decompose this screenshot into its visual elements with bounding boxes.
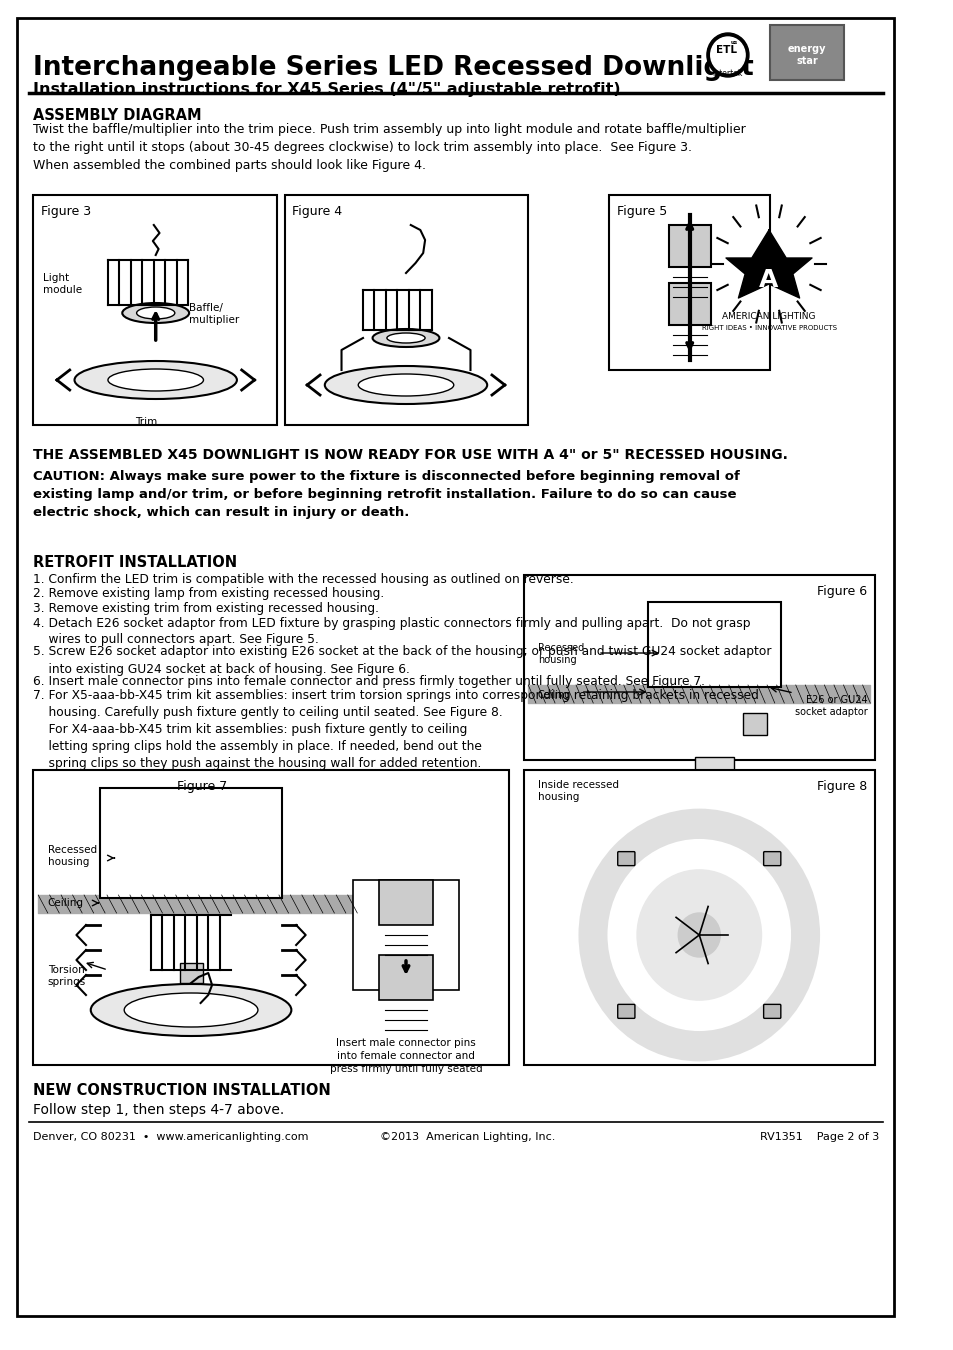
Text: 5. Screw E26 socket adaptor into existing E26 socket at the back of the housing;: 5. Screw E26 socket adaptor into existin… — [33, 645, 771, 675]
Text: ©2013  American Lighting, Inc.: ©2013 American Lighting, Inc. — [380, 1133, 556, 1142]
Bar — [647, 602, 781, 687]
FancyBboxPatch shape — [762, 1004, 780, 1018]
Bar — [695, 757, 733, 775]
Text: 6. Insert male connector pins into female connector and press firmly together un: 6. Insert male connector pins into femal… — [33, 675, 704, 687]
Circle shape — [706, 32, 748, 77]
Bar — [523, 769, 874, 1065]
Text: ASSEMBLY DIAGRAM: ASSEMBLY DIAGRAM — [33, 108, 202, 123]
FancyBboxPatch shape — [618, 1004, 635, 1018]
Ellipse shape — [91, 984, 291, 1035]
Text: Recessed
housing: Recessed housing — [537, 643, 583, 666]
Bar — [769, 26, 843, 80]
Text: Interchangeable Series LED Recessed Downlight: Interchangeable Series LED Recessed Down… — [33, 55, 754, 81]
FancyBboxPatch shape — [762, 852, 780, 865]
Ellipse shape — [387, 333, 425, 343]
Text: Figure 3: Figure 3 — [41, 205, 91, 217]
Bar — [100, 788, 281, 898]
Text: ETL: ETL — [715, 45, 736, 55]
Ellipse shape — [122, 302, 189, 323]
Text: Insert male connector pins
into female connector and
press firmly until fully se: Insert male connector pins into female c… — [330, 1038, 482, 1075]
Bar — [668, 225, 710, 267]
Circle shape — [678, 913, 720, 957]
Bar — [379, 880, 433, 925]
Text: Ceiling: Ceiling — [537, 690, 571, 701]
Text: Figure 5: Figure 5 — [617, 205, 667, 217]
Text: E26 or GU24
socket adaptor: E26 or GU24 socket adaptor — [794, 695, 866, 717]
Text: Figure 6: Figure 6 — [817, 585, 866, 598]
FancyBboxPatch shape — [618, 852, 635, 865]
Bar — [523, 575, 874, 760]
Bar — [609, 194, 769, 370]
Text: THE ASSEMBLED X45 DOWNLIGHT IS NOW READY FOR USE WITH A 4" or 5" RECESSED HOUSIN: THE ASSEMBLED X45 DOWNLIGHT IS NOW READY… — [33, 448, 787, 462]
Bar — [379, 954, 433, 1000]
Text: RV1351    Page 2 of 3: RV1351 Page 2 of 3 — [759, 1133, 878, 1142]
Bar — [742, 713, 766, 734]
Text: Ceiling: Ceiling — [48, 898, 84, 909]
Text: us: us — [730, 39, 738, 45]
Text: RETROFIT INSTALLATION: RETROFIT INSTALLATION — [33, 555, 237, 570]
Text: 2. Remove existing lamp from existing recessed housing.: 2. Remove existing lamp from existing re… — [33, 587, 384, 601]
Text: Twist the baffle/multiplier into the trim piece. Push trim assembly up into ligh: Twist the baffle/multiplier into the tri… — [33, 123, 745, 171]
Bar — [33, 194, 276, 425]
Ellipse shape — [124, 994, 257, 1027]
Ellipse shape — [324, 366, 487, 404]
Text: energy
star: energy star — [787, 45, 825, 66]
Text: A: A — [759, 269, 778, 292]
Text: 4. Detach E26 socket adaptor from LED fixture by grasping plastic connectors fir: 4. Detach E26 socket adaptor from LED fi… — [33, 617, 750, 647]
Bar — [668, 284, 710, 325]
Text: AMERICAN LIGHTING: AMERICAN LIGHTING — [721, 312, 815, 321]
Text: NEW CONSTRUCTION INSTALLATION: NEW CONSTRUCTION INSTALLATION — [33, 1083, 331, 1098]
Text: Figure 4: Figure 4 — [292, 205, 342, 217]
Text: Torsion
springs: Torsion springs — [48, 965, 86, 987]
Circle shape — [608, 840, 789, 1030]
Bar — [354, 880, 458, 990]
Ellipse shape — [108, 369, 203, 391]
Text: RIGHT IDEAS • INNOVATIVE PRODUCTS: RIGHT IDEAS • INNOVATIVE PRODUCTS — [700, 325, 836, 331]
Polygon shape — [725, 230, 811, 298]
Bar — [179, 963, 202, 983]
Text: Figure 8: Figure 8 — [817, 780, 866, 792]
Ellipse shape — [136, 306, 174, 319]
Text: 3. Remove existing trim from existing recessed housing.: 3. Remove existing trim from existing re… — [33, 602, 379, 616]
Text: Figure 7: Figure 7 — [176, 780, 227, 792]
Bar — [33, 769, 509, 1065]
Text: Recessed
housing: Recessed housing — [48, 845, 97, 868]
Circle shape — [579, 810, 818, 1060]
Text: Light
module: Light module — [43, 273, 82, 296]
Text: Follow step 1, then steps 4-7 above.: Follow step 1, then steps 4-7 above. — [33, 1103, 284, 1116]
Ellipse shape — [74, 360, 236, 400]
Text: Denver, CO 80231  •  www.americanlighting.com: Denver, CO 80231 • www.americanlighting.… — [33, 1133, 309, 1142]
Bar — [284, 194, 528, 425]
Circle shape — [637, 869, 760, 1000]
Ellipse shape — [358, 374, 454, 396]
Circle shape — [710, 36, 744, 73]
Text: Inside recessed
housing: Inside recessed housing — [537, 780, 618, 802]
Text: Intertek: Intertek — [712, 69, 742, 77]
Text: Installation instructions for X45 Series (4"/5" adjustable retrofit): Installation instructions for X45 Series… — [33, 82, 620, 97]
Ellipse shape — [373, 329, 439, 347]
Text: CAUTION: Always make sure power to the fixture is disconnected before beginning : CAUTION: Always make sure power to the f… — [33, 470, 740, 518]
Text: 1. Confirm the LED trim is compatible with the recessed housing as outlined on r: 1. Confirm the LED trim is compatible wi… — [33, 572, 574, 586]
Text: 7. For X5-aaa-bb-X45 trim kit assemblies: insert trim torsion springs into corre: 7. For X5-aaa-bb-X45 trim kit assemblies… — [33, 688, 759, 769]
Text: Baffle/
multiplier: Baffle/ multiplier — [189, 302, 239, 325]
Text: Trim: Trim — [135, 417, 157, 427]
